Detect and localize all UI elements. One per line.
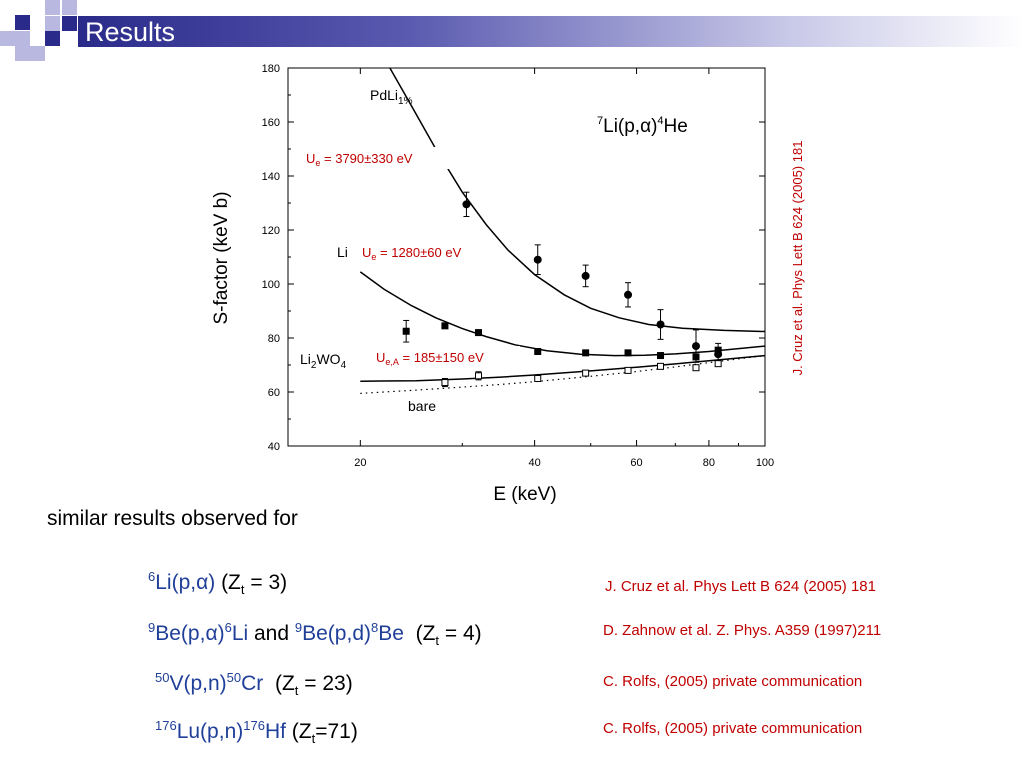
y-tick-label: 140 xyxy=(262,171,280,183)
deco-square-3 xyxy=(62,0,77,15)
reaction-50v: 50V(p,n)50Cr (Zt = 23) xyxy=(155,670,353,699)
data-point-1 xyxy=(402,327,410,335)
reaction-6li: 6Li(p,α) (Zt = 3) xyxy=(148,569,288,598)
y-tick-label: 40 xyxy=(268,441,280,453)
deco-square-2 xyxy=(45,0,60,15)
data-point-2 xyxy=(441,379,449,387)
deco-square-10 xyxy=(30,46,45,61)
data-point-2 xyxy=(657,362,665,370)
y-axis-label: S-factor (keV b) xyxy=(211,191,232,324)
series-label-li2wo4: Li2WO4 xyxy=(300,351,347,371)
data-point-2 xyxy=(692,364,700,372)
fit-curve-2 xyxy=(360,354,766,382)
x-axis-label: E (keV) xyxy=(493,484,556,505)
y-tick-label: 60 xyxy=(268,387,280,399)
label-mask xyxy=(357,241,497,263)
reference-rolfs-2: C. Rolfs, (2005) private communication xyxy=(603,720,863,737)
data-point-0 xyxy=(581,271,590,280)
reaction-176lu: 176Lu(p,n)176Hf (Zt=71) xyxy=(155,718,358,747)
data-point-0 xyxy=(533,255,542,264)
data-point-1 xyxy=(692,353,700,361)
series-label-bare: bare xyxy=(408,398,436,414)
data-point-1 xyxy=(624,349,632,357)
annotation-ue-pdli: Ue = 3790±330 eV xyxy=(306,151,413,168)
deco-square-4 xyxy=(45,16,60,31)
data-point-1 xyxy=(714,346,722,354)
annotation-ue-li: Ue = 1280±60 eV xyxy=(362,245,462,262)
data-point-0 xyxy=(691,342,700,351)
y-tick-label: 180 xyxy=(262,63,280,75)
summary-text: similar results observed for xyxy=(47,507,298,530)
y-tick-label: 120 xyxy=(262,225,280,237)
y-tick-label: 80 xyxy=(268,333,280,345)
deco-square-8 xyxy=(45,31,60,46)
reaction-label: 7Li(p,α)4He xyxy=(597,115,688,137)
x-tick-label: 100 xyxy=(756,457,774,469)
series-label-pdli: PdLi1% xyxy=(370,87,413,107)
data-point-2 xyxy=(582,369,590,377)
deco-square-7 xyxy=(15,31,30,46)
fit-curve-1 xyxy=(359,271,766,357)
x-tick-label: 60 xyxy=(630,457,642,469)
reference-cruz: J. Cruz et al. Phys Lett B 624 (2005) 18… xyxy=(605,578,876,595)
data-point-1 xyxy=(534,348,542,355)
data-point-1 xyxy=(475,329,483,337)
label-mask xyxy=(372,346,520,368)
slide-title: Results xyxy=(85,17,176,47)
deco-square-5 xyxy=(62,16,77,31)
reference-rolfs-1: C. Rolfs, (2005) private communication xyxy=(603,673,863,690)
deco-square-9 xyxy=(15,46,30,61)
y-tick-label: 100 xyxy=(262,279,280,291)
data-point-1 xyxy=(657,352,665,360)
deco-square-1 xyxy=(15,15,30,30)
data-point-2 xyxy=(624,366,632,374)
data-point-1 xyxy=(441,322,449,330)
side-reference: J. Cruz et al. Phys Lett B 624 (2005) 18… xyxy=(790,141,805,376)
deco-square-6 xyxy=(0,31,15,46)
x-tick-label: 40 xyxy=(528,457,540,469)
data-point-0 xyxy=(462,200,471,209)
y-tick-label: 160 xyxy=(262,117,280,129)
data-point-2 xyxy=(475,372,483,380)
data-point-2 xyxy=(714,360,722,368)
data-point-0 xyxy=(656,320,665,329)
fit-curve-0 xyxy=(389,67,766,333)
title-bar xyxy=(78,16,1024,47)
annotation-ue-li2wo4: Ue,A = 185±150 eV xyxy=(376,350,484,367)
data-point-0 xyxy=(624,290,633,299)
x-tick-label: 80 xyxy=(703,457,715,469)
reference-zahnow: D. Zahnow et al. Z. Phys. A359 (1997)211 xyxy=(603,622,882,639)
series-label-li: Li xyxy=(337,244,348,260)
data-point-2 xyxy=(534,375,542,382)
label-mask xyxy=(302,147,450,169)
x-tick-label: 20 xyxy=(354,457,366,469)
data-point-1 xyxy=(582,349,590,357)
reaction-9be: 9Be(p,α)6Li and 9Be(p,d)8Be (Zt = 4) xyxy=(148,620,482,649)
